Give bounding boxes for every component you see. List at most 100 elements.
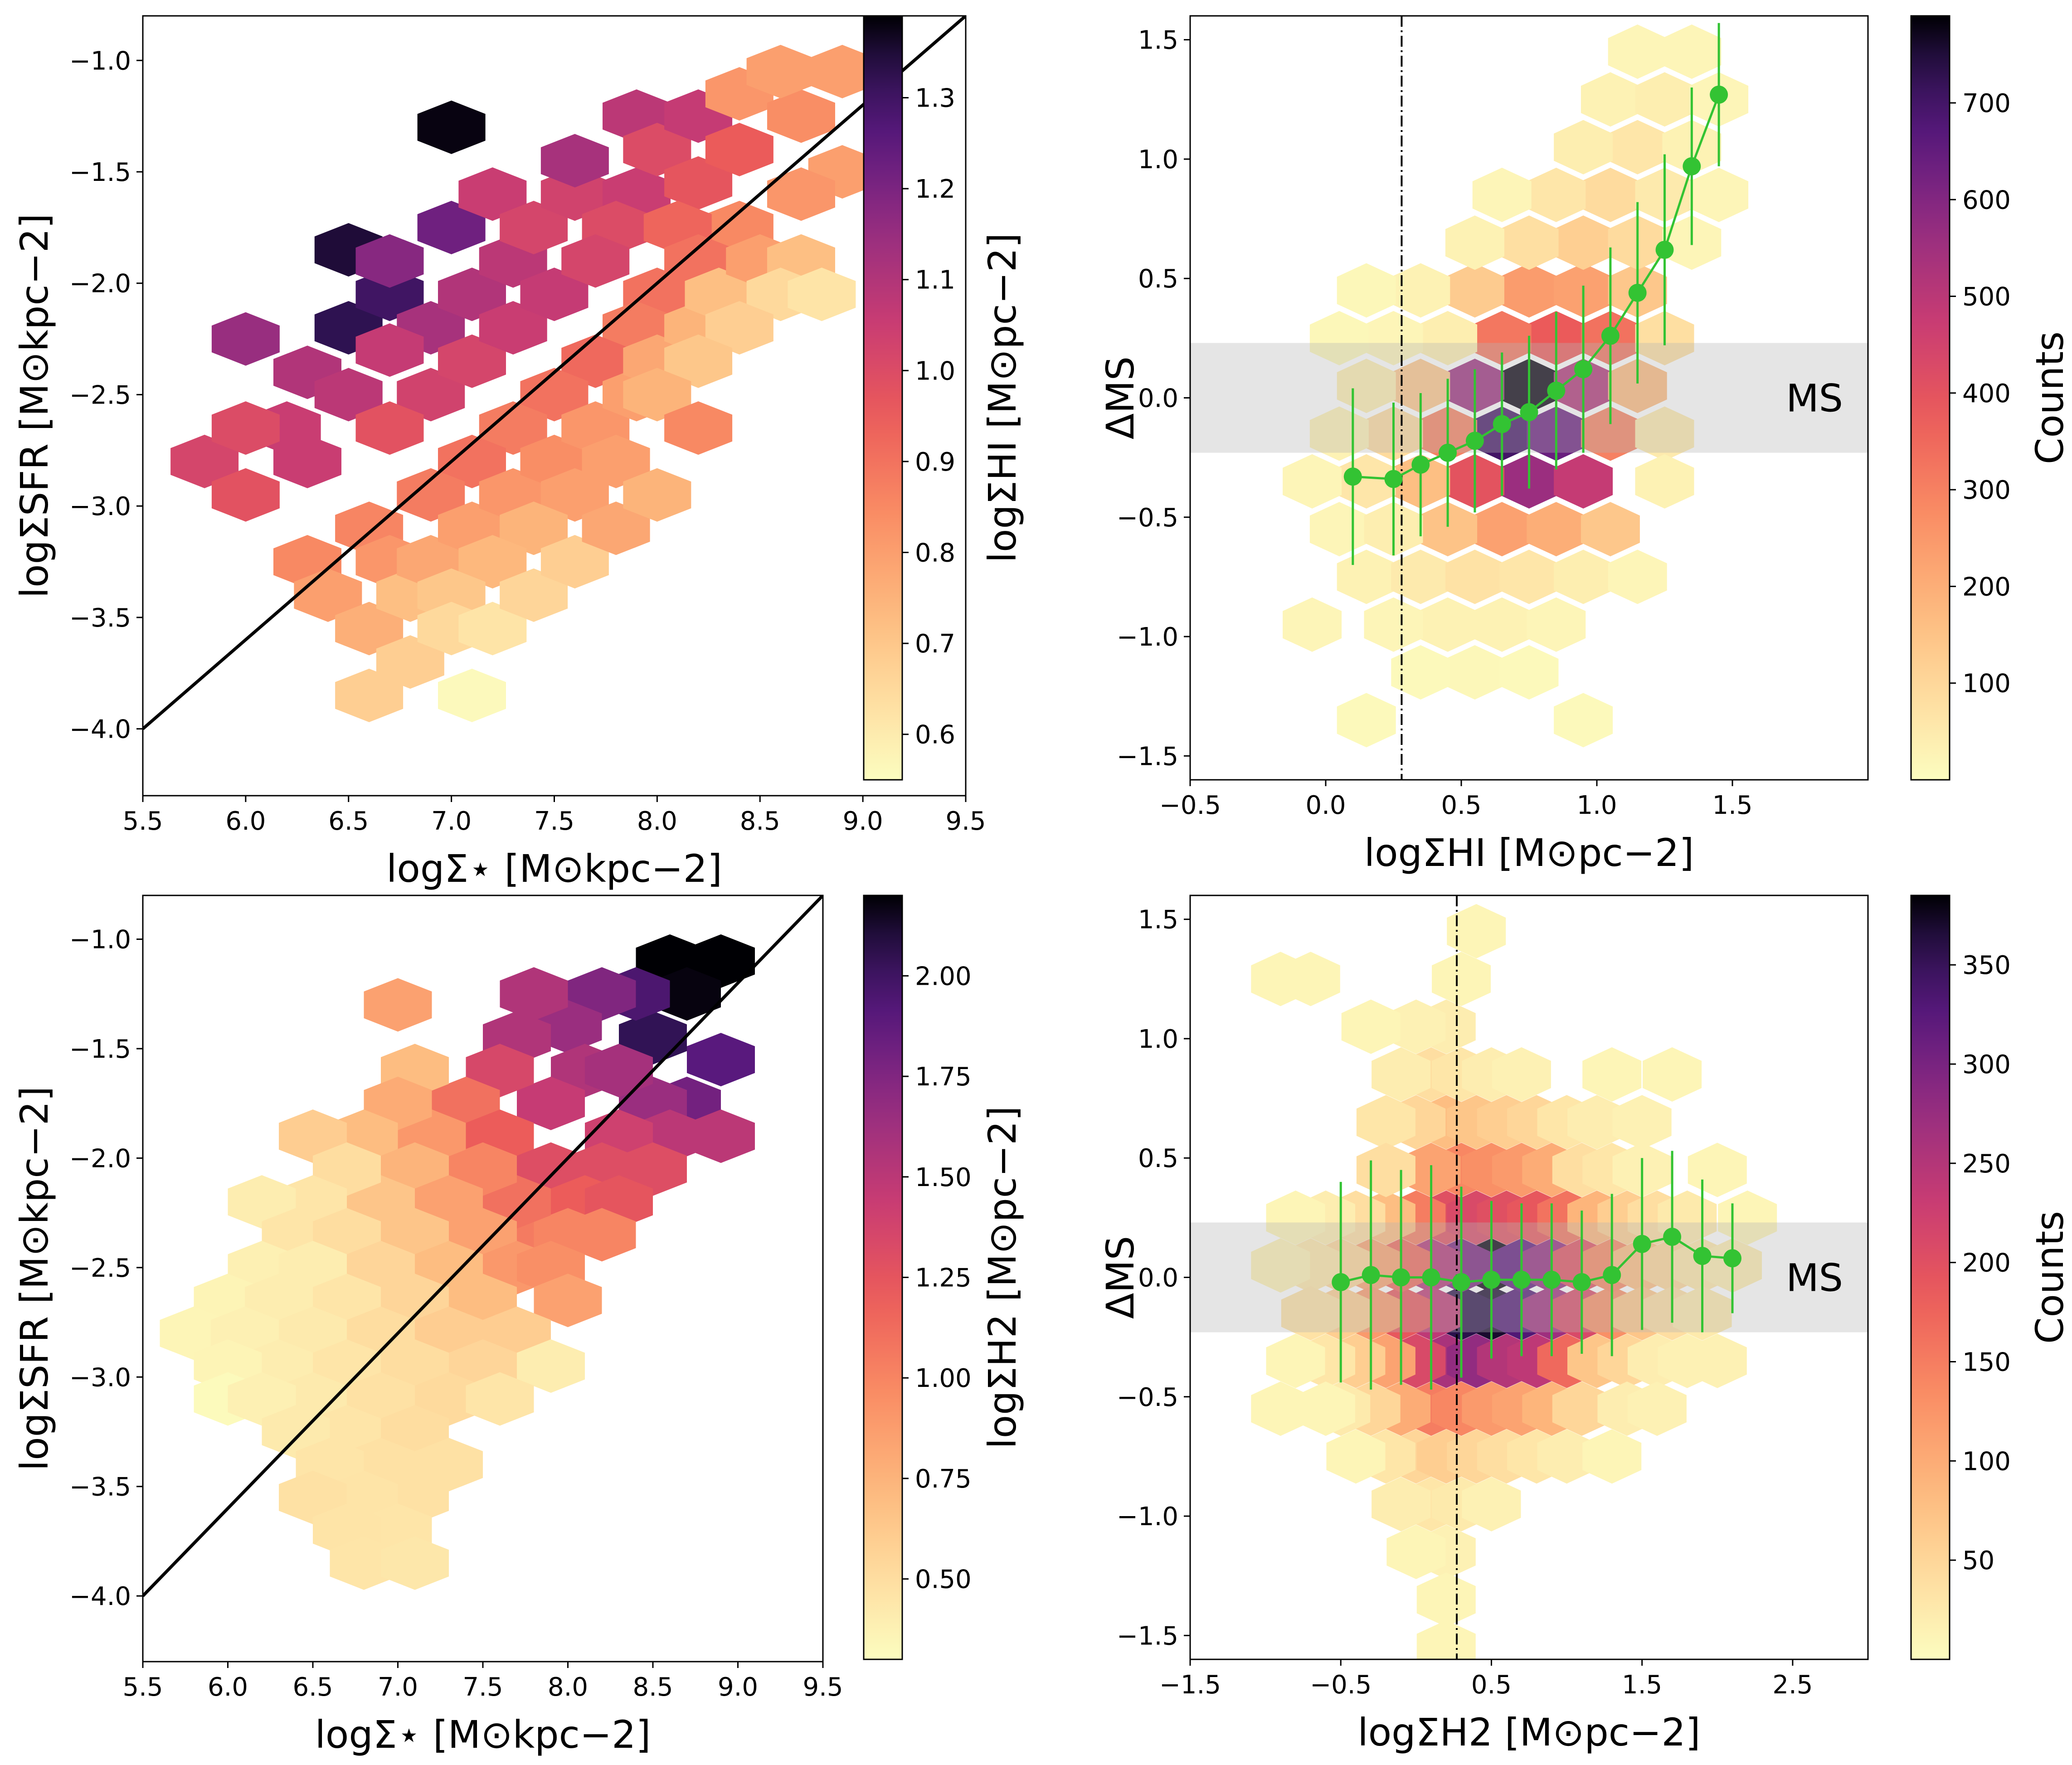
hex-bin xyxy=(664,334,733,388)
x-tick-label: 6.0 xyxy=(225,807,266,836)
binned-median-point xyxy=(1392,1268,1411,1287)
colorbar-tick-label: 600 xyxy=(1962,185,2011,215)
hex-bin xyxy=(1462,1477,1521,1532)
x-tick-label: 8.0 xyxy=(637,807,677,836)
x-axis-label: logΣHI [M⊙pc−2] xyxy=(1364,831,1694,875)
x-tick-label: −1.5 xyxy=(1159,1670,1221,1700)
colorbar-tick-label: 100 xyxy=(1962,1447,2011,1476)
hex-bin xyxy=(211,401,280,455)
binned-median-point xyxy=(1628,283,1647,302)
x-tick-label: 7.5 xyxy=(534,807,574,836)
x-axis-label: logΣ⋆ [M⊙kpc−2] xyxy=(386,846,722,891)
y-tick-label: −4.0 xyxy=(69,1582,131,1611)
hex-bin xyxy=(438,668,506,722)
hex-bin xyxy=(1582,1047,1642,1102)
hex-bin xyxy=(1251,1238,1310,1293)
hex-bin xyxy=(1643,1047,1702,1102)
hex-bin xyxy=(520,368,589,422)
binned-median-point xyxy=(1572,1273,1591,1292)
colorbar-tick-label: 0.9 xyxy=(915,447,955,477)
binned-median-point xyxy=(1693,1247,1712,1265)
binned-median-point xyxy=(1411,455,1430,474)
hex-bin xyxy=(1581,406,1640,461)
hex-bin xyxy=(364,978,432,1032)
hex-bin xyxy=(1296,1381,1355,1436)
hex-bin xyxy=(1554,693,1613,748)
hex-bin xyxy=(1527,502,1586,557)
y-tick-label: −3.5 xyxy=(69,1473,131,1502)
hex-bin xyxy=(376,635,444,689)
hex-bin xyxy=(1309,502,1369,557)
hex-bin xyxy=(767,89,835,143)
x-tick-label: 0.5 xyxy=(1471,1670,1512,1700)
hex-bin xyxy=(1416,1572,1476,1627)
hex-bin xyxy=(1608,24,1667,79)
hex-bin xyxy=(1418,311,1478,365)
hex-bin xyxy=(568,1208,636,1262)
x-tick-label: 8.0 xyxy=(548,1673,588,1702)
hex-bin xyxy=(479,401,547,455)
hex-bin xyxy=(335,668,404,722)
colorbar-label: Counts xyxy=(2028,331,2072,464)
hex-bin xyxy=(500,200,568,254)
hex-bin xyxy=(1283,454,1342,509)
hex-bin xyxy=(1337,263,1396,318)
hex-bin xyxy=(1492,1047,1551,1102)
hex-bin xyxy=(1337,359,1396,413)
y-axis-label: ΔMS xyxy=(1098,1236,1143,1319)
hex-bin xyxy=(1662,24,1722,79)
hex-bin xyxy=(417,200,486,254)
panel-bottom-right: MS −1.5 −0.5 0.5 1.5 2.5 1.5 1.0 0.5 0.0 −0.5 −1.0 −… xyxy=(1098,895,2072,1755)
hex-bin xyxy=(561,334,630,388)
hex-bin xyxy=(1309,406,1369,461)
hex-bin xyxy=(438,334,506,388)
colorbar-label: logΣH2 [M⊙pc−2] xyxy=(980,1106,1025,1449)
binned-median-point xyxy=(1655,241,1674,259)
hex-bin xyxy=(355,234,424,288)
colorbar xyxy=(1910,15,1950,781)
x-tick-label: 9.0 xyxy=(718,1673,758,1702)
panel-top-left: 5.5 6.0 6.5 7.0 7.5 8.0 8.5 9.0 9.5 −1.0 −1.5 −2.0 −… xyxy=(12,15,1025,891)
binned-median-point xyxy=(1493,415,1511,433)
hex-bin xyxy=(623,468,691,522)
hex-bin xyxy=(1266,1190,1325,1245)
hex-bin xyxy=(1635,72,1694,127)
x-tick-label: 8.5 xyxy=(632,1673,673,1702)
hex-bin xyxy=(1418,502,1478,557)
hex-bin xyxy=(1612,1095,1672,1150)
hex-bin xyxy=(1552,1381,1611,1436)
hex-bin xyxy=(623,368,691,422)
y-tick-label: 0.0 xyxy=(1138,1264,1178,1293)
x-tick-label: 7.0 xyxy=(431,807,472,836)
y-axis-label: logΣSFR [M⊙kpc−2] xyxy=(12,214,57,598)
colorbar-tick-label: 50 xyxy=(1962,1546,1994,1575)
hex-bin xyxy=(1391,263,1450,318)
hex-bin xyxy=(582,501,650,555)
hex-bin xyxy=(517,1339,585,1393)
hex-bin xyxy=(1251,1381,1310,1436)
y-tick-label: −0.5 xyxy=(1117,503,1178,533)
hex-bin xyxy=(1689,167,1749,222)
x-tick-label: 0.5 xyxy=(1441,791,1481,820)
ms-label: MS xyxy=(1786,376,1843,421)
y-tick-label: −3.0 xyxy=(69,1363,131,1392)
y-axis-label: logΣSFR [M⊙kpc−2] xyxy=(12,1086,57,1471)
binned-median-point xyxy=(1574,360,1593,379)
hex-bin xyxy=(458,535,527,588)
hex-bin xyxy=(1499,549,1559,604)
colorbar-tick-label: 1.2 xyxy=(915,175,955,204)
colorbar-tick-label: 300 xyxy=(1962,476,2011,505)
colorbar-tick-label: 200 xyxy=(1962,572,2011,602)
colorbar-tick-label: 0.75 xyxy=(915,1464,972,1494)
binned-median-point xyxy=(1683,157,1701,175)
hex-bin xyxy=(1658,1333,1717,1388)
y-tick-label: −2.0 xyxy=(69,269,131,299)
colorbar-tick-label: 500 xyxy=(1962,282,2011,312)
hex-bin xyxy=(397,368,465,422)
hex-bin xyxy=(1608,359,1667,413)
main-sequence-line xyxy=(143,16,966,730)
x-tick-label: 1.0 xyxy=(1576,791,1617,820)
y-tick-label: 0.0 xyxy=(1138,384,1178,413)
hex-bin xyxy=(1309,311,1369,365)
